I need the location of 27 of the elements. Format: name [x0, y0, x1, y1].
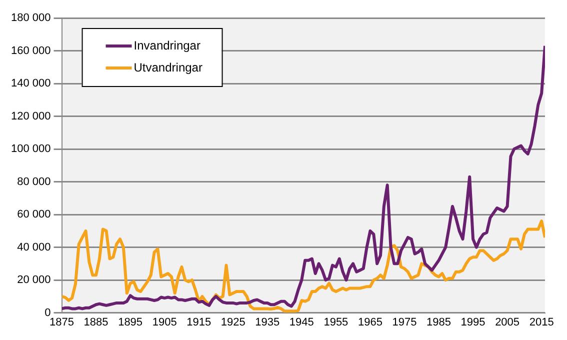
y-tick-label: 140 000 [10, 78, 51, 90]
x-tick-label: 1905 [152, 316, 177, 328]
y-tick-label: 60 000 [17, 208, 51, 221]
y-tick-label: 160 000 [10, 44, 51, 57]
y-tick-label: 80 000 [17, 176, 51, 188]
y-tick-label: 20 000 [17, 274, 51, 286]
y-tick-label: 0 [44, 306, 51, 319]
x-tick-label: 1995 [460, 316, 486, 328]
x-tick-label: 2005 [495, 316, 520, 328]
x-tick-label: 1965 [358, 316, 382, 328]
y-tick-label: 180 000 [10, 12, 51, 24]
legend-label: Invandringar [134, 38, 200, 52]
x-tick-label: 1935 [255, 316, 280, 328]
x-tick-label: 1945 [289, 316, 314, 328]
y-tick-label: 120 000 [10, 110, 51, 122]
x-tick-label: 2015 [529, 316, 554, 328]
x-tick-label: 1925 [220, 316, 246, 328]
x-tick-label: 1895 [118, 316, 143, 328]
x-tick-label: 1885 [84, 316, 108, 328]
x-tick-label: 1875 [50, 316, 74, 328]
x-tick-label: 1955 [324, 316, 348, 328]
x-tick-label: 1915 [186, 316, 212, 328]
y-tick-label: 100 000 [10, 143, 51, 156]
y-tick-label: 40 000 [17, 241, 51, 254]
legend-label: Utvandringar [134, 60, 202, 74]
x-tick-label: 1975 [392, 316, 417, 328]
x-tick-label: 1985 [426, 316, 451, 328]
